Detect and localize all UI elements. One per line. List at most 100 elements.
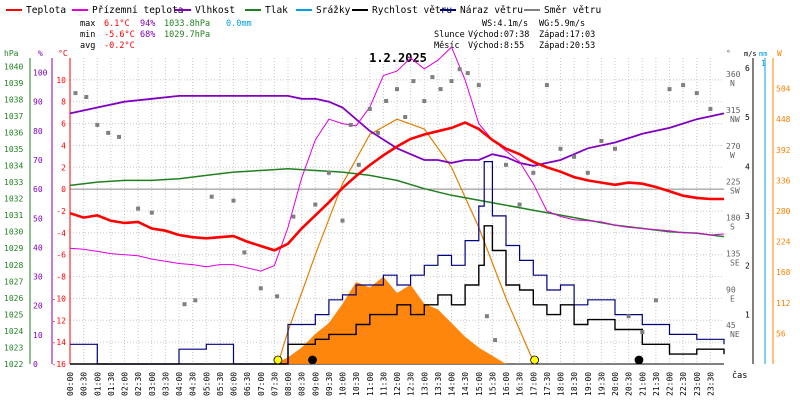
x-tick-label: 10:00 xyxy=(339,372,348,396)
wind-dir-point xyxy=(84,95,89,99)
pressure-tick-label: 1035 xyxy=(4,145,23,154)
rain-tick-label: 1 xyxy=(761,59,766,68)
humidity-tick-label: 40 xyxy=(33,243,43,252)
legend-label: Přízemní teplota xyxy=(92,5,184,16)
wind-dir-point xyxy=(149,210,154,215)
left-axes: hPa% °C1040103910381037103610351034103310… xyxy=(4,49,71,369)
direction-tick-card: E xyxy=(730,294,735,303)
humidity-tick-label: 30 xyxy=(33,273,43,282)
temperature-tick-label: -14 xyxy=(52,338,67,347)
pressure-tick-label: 1029 xyxy=(4,244,23,253)
series-line-ground xyxy=(69,46,725,272)
wind-dir-point xyxy=(457,67,462,72)
rain-axis-title: mm xyxy=(759,50,767,58)
wind-dir-point xyxy=(653,298,658,303)
series-humidity xyxy=(69,95,725,167)
wind-dir-point xyxy=(313,202,318,207)
wind-tick-label: 4 xyxy=(745,163,750,172)
solar-axis-title: W xyxy=(777,49,782,58)
sunrise-time: Východ:07:38 xyxy=(468,30,529,40)
direction-tick-deg: 135 xyxy=(726,249,741,258)
wind-dir-point xyxy=(231,198,236,203)
series-wind xyxy=(70,225,725,365)
wind-dir-point xyxy=(106,130,111,135)
wind-tick-label: 1 xyxy=(745,311,750,320)
x-tick-label: 00:00 xyxy=(66,372,75,396)
pressure-tick-label: 1037 xyxy=(4,112,23,121)
x-tick-label: 04:30 xyxy=(189,372,198,396)
solar-tick-label: 168 xyxy=(776,268,791,277)
x-tick-label: 12:00 xyxy=(393,372,402,396)
humidity-tick-label: 90 xyxy=(33,98,43,107)
x-tick-label: 07:30 xyxy=(270,372,279,396)
x-tick-label: 07:00 xyxy=(257,372,266,396)
x-tick-label: 03:00 xyxy=(148,372,157,396)
direction-tick-deg: 360 xyxy=(726,70,741,79)
series-solar xyxy=(274,276,506,364)
x-tick-label: 15:00 xyxy=(475,372,484,396)
legend: Teplota Přízemní teplota Vlhkost Tlak Sr… xyxy=(6,5,601,16)
x-tick-label: 05:00 xyxy=(202,372,211,396)
pressure-tick-label: 1033 xyxy=(4,178,23,187)
x-tick-label: 13:30 xyxy=(434,372,443,396)
direction-tick-card: W xyxy=(730,151,735,160)
svg-text:avg: avg xyxy=(80,41,95,51)
series-line-wind xyxy=(70,225,725,365)
x-tick-label: 21:30 xyxy=(652,372,661,396)
pressure-axis-title: hPa xyxy=(4,49,19,58)
pressure-tick-label: 1031 xyxy=(4,211,23,220)
humidity-tick-label: 80 xyxy=(33,127,43,136)
x-tick-label: 08:00 xyxy=(284,372,293,396)
x-tick-label: 02:00 xyxy=(121,372,130,396)
wind-axis-title: m/s xyxy=(744,50,757,58)
x-tick-label: 13:00 xyxy=(420,372,429,396)
series-dir xyxy=(73,67,713,343)
x-tick-label: 00:30 xyxy=(80,372,89,396)
pressure-tick-label: 1028 xyxy=(4,261,23,270)
wind-dir-point xyxy=(193,298,198,303)
x-tick-label: 05:30 xyxy=(216,372,225,396)
wind-dir-point xyxy=(572,154,577,159)
wind-dir-point xyxy=(403,115,408,119)
x-tick-label: 20:00 xyxy=(611,372,620,396)
legend-label: Rychlost větru xyxy=(372,5,452,16)
legend-label: Srážky xyxy=(316,5,351,16)
pressure-tick-label: 1030 xyxy=(4,228,23,237)
legend-item-pressure: Tlak xyxy=(245,5,288,16)
direction-tick-card: SE xyxy=(730,258,740,267)
pressure-tick-label: 1023 xyxy=(4,343,23,352)
pressure-tick-label: 1034 xyxy=(4,162,23,171)
legend-label: Směr větru xyxy=(544,5,601,16)
x-tick-label: 16:30 xyxy=(516,372,525,396)
info-block: WS:4.1m/s WG:5.9m/s Slunce Východ:07:38 … xyxy=(434,19,595,51)
direction-tick-card: NW xyxy=(730,115,740,124)
astro-markers xyxy=(273,355,644,365)
legend-item-temp: Teplota xyxy=(6,5,66,16)
wind-dir-point xyxy=(356,162,361,167)
wind-dir-point xyxy=(395,87,399,92)
wind-dir-point xyxy=(517,202,522,207)
svg-text:1029.7hPa: 1029.7hPa xyxy=(164,30,210,40)
wind-dir-point xyxy=(136,206,141,211)
humidity-tick-label: 100 xyxy=(33,69,48,78)
direction-tick-deg: 270 xyxy=(726,142,741,151)
moonset-time: Západ:20:53 xyxy=(539,41,595,51)
temperature-tick-label: -2 xyxy=(56,207,66,216)
wind-tick-label: 3 xyxy=(745,212,750,221)
x-tick-label: 14:30 xyxy=(461,372,470,396)
marker-moonset xyxy=(634,355,644,365)
wind-dir-point xyxy=(258,286,263,291)
moon-label: Měsíc xyxy=(434,41,460,51)
x-tick-label: 11:00 xyxy=(366,372,375,396)
series-temp xyxy=(69,121,724,252)
wind-dir-point xyxy=(182,302,187,307)
wind-dir-point xyxy=(504,162,508,167)
temperature-tick-label: -6 xyxy=(56,251,66,260)
svg-text:min: min xyxy=(80,30,95,40)
svg-text:68%: 68% xyxy=(140,30,155,40)
solar-tick-label: 336 xyxy=(776,176,791,185)
direction-tick-card: N xyxy=(730,79,735,88)
humidity-tick-label: 0 xyxy=(33,360,38,369)
wind-dir-point xyxy=(117,134,121,139)
direction-tick-deg: 315 xyxy=(726,106,741,115)
